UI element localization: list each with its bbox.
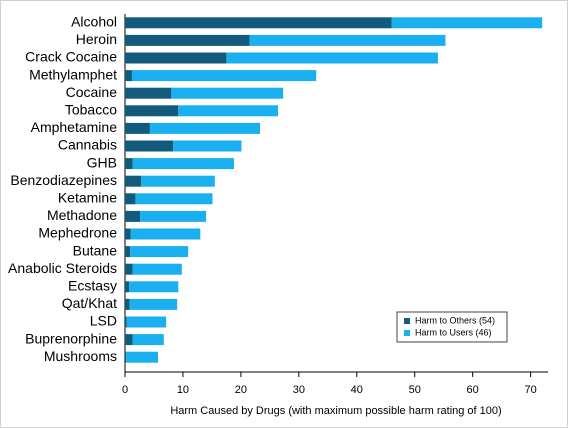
x-axis-label: Harm Caused by Drugs (with maximum possi… <box>170 405 501 417</box>
bar <box>125 210 141 222</box>
bar <box>125 175 142 187</box>
bar <box>140 210 207 222</box>
x-tick-label: 0 <box>122 384 128 396</box>
x-tick-label: 30 <box>293 384 305 396</box>
bar <box>125 52 227 64</box>
x-tick-label: 60 <box>467 384 479 396</box>
y-tick-label: Amphetamine <box>31 119 118 135</box>
legend-swatch <box>404 330 410 336</box>
y-tick-label: GHB <box>87 154 117 170</box>
bar <box>125 316 127 328</box>
y-tick-label: Buprenorphine <box>25 330 117 346</box>
y-tick-label: Ecstasy <box>68 278 117 294</box>
bar <box>173 140 242 152</box>
bar <box>125 298 130 310</box>
legend-swatch <box>404 318 410 324</box>
bar <box>125 334 133 346</box>
bar <box>391 17 543 29</box>
y-tick-label: Anabolic Steroids <box>8 260 117 276</box>
x-tick-label: 40 <box>351 384 363 396</box>
y-tick-label: Butane <box>73 242 118 258</box>
bar <box>125 17 392 29</box>
bar <box>126 316 167 328</box>
x-tick-label: 50 <box>409 384 421 396</box>
y-tick-label: Heroin <box>76 31 117 47</box>
bar <box>125 34 250 46</box>
bar <box>130 228 201 240</box>
bar <box>126 351 159 363</box>
y-tick-label: Cannabis <box>58 137 117 153</box>
y-tick-label: Benzodiazepines <box>10 172 117 188</box>
bar <box>226 52 438 64</box>
bar <box>125 193 136 205</box>
x-tick-label: 20 <box>235 384 247 396</box>
bar <box>129 281 179 293</box>
bar <box>135 193 213 205</box>
y-tick-label: Methylamphet <box>29 66 117 82</box>
bar <box>125 122 150 134</box>
bar <box>132 334 164 346</box>
y-tick-label: Qat/Khat <box>62 295 117 311</box>
x-tick-label: 70 <box>524 384 536 396</box>
y-tick-label: Methadone <box>47 207 117 223</box>
bar <box>131 70 317 82</box>
bar <box>132 158 234 170</box>
bar <box>125 87 172 99</box>
bar <box>125 263 133 275</box>
bar <box>125 158 133 170</box>
bar <box>125 228 131 240</box>
bar <box>125 246 131 258</box>
bar <box>171 87 284 99</box>
y-tick-label: Crack Cocaine <box>25 49 117 65</box>
bar <box>125 105 179 117</box>
bar <box>149 122 261 134</box>
y-tick-label: LSD <box>90 313 117 329</box>
bar <box>178 105 278 117</box>
bar <box>129 298 178 310</box>
legend-label: Harm to Others (54) <box>415 315 495 325</box>
y-tick-label: Mushrooms <box>44 348 117 364</box>
bar <box>141 175 215 187</box>
y-tick-label: Ketamine <box>58 190 117 206</box>
bar <box>130 246 189 258</box>
x-tick-label: 10 <box>177 384 189 396</box>
bar <box>125 70 132 82</box>
y-tick-label: Alcohol <box>71 14 117 30</box>
y-tick-label: Tobacco <box>65 102 117 118</box>
legend-label: Harm to Users (46) <box>415 327 492 337</box>
y-tick-label: Cocaine <box>66 84 118 100</box>
bar <box>125 351 127 363</box>
bar <box>125 281 130 293</box>
bar <box>132 263 182 275</box>
bar <box>249 34 446 46</box>
y-tick-label: Mephedrone <box>38 225 117 241</box>
bar <box>125 140 174 152</box>
legend-box <box>396 311 508 343</box>
